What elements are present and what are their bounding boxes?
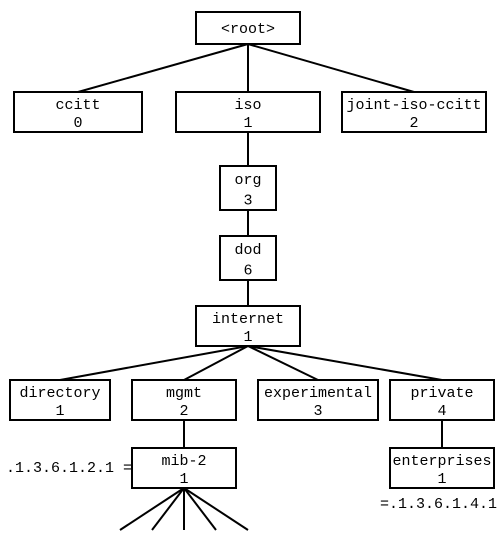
node-experimental-label: experimental — [264, 385, 372, 402]
node-mib2-label: mib-2 — [161, 453, 206, 470]
node-mgmt-label: mgmt — [166, 385, 202, 402]
edge-root-joint — [248, 44, 414, 92]
node-dod-num: 6 — [243, 262, 252, 279]
node-private-label: private — [410, 385, 473, 402]
fan-line-4 — [184, 488, 248, 530]
node-root-label: <root> — [221, 21, 275, 38]
node-internet-label: internet — [212, 311, 284, 328]
fan-line-3 — [184, 488, 216, 530]
node-mib2: mib-21 — [132, 448, 236, 488]
node-root: <root> — [196, 12, 300, 44]
node-joint: joint-iso-ccitt2 — [342, 92, 486, 132]
node-private: private4 — [390, 380, 494, 420]
node-mib2-num: 1 — [179, 471, 188, 488]
node-directory-num: 1 — [55, 403, 64, 420]
node-mgmt-num: 2 — [179, 403, 188, 420]
node-ccitt-label: ccitt — [55, 97, 100, 114]
fan-line-0 — [120, 488, 184, 530]
node-joint-label: joint-iso-ccitt — [346, 97, 481, 114]
edge-internet-private — [248, 346, 442, 380]
node-org: org 3 — [220, 166, 276, 210]
oid-label-mib2: .1.3.6.1.2.1 = — [6, 460, 132, 477]
oid-tree-diagram: <root>ccitt0iso1joint-iso-ccitt2org3dod6… — [0, 0, 500, 538]
node-experimental-num: 3 — [313, 403, 322, 420]
edge-internet-directory — [60, 346, 248, 380]
fan-line-1 — [152, 488, 184, 530]
node-org-label: org — [234, 172, 261, 189]
node-dod: dod 6 — [220, 236, 276, 280]
node-ccitt-num: 0 — [73, 115, 82, 132]
node-internet: internet1 — [196, 306, 300, 346]
edge-internet-experimental — [248, 346, 318, 380]
node-enterprises-label: enterprises — [392, 453, 491, 470]
nodes: <root>ccitt0iso1joint-iso-ccitt2org3dod6… — [10, 12, 494, 488]
node-private-num: 4 — [437, 403, 446, 420]
node-experimental: experimental3 — [258, 380, 378, 420]
node-directory: directory1 — [10, 380, 110, 420]
node-enterprises-num: 1 — [437, 471, 446, 488]
node-org-num: 3 — [243, 192, 252, 209]
oid-label-enterprises: =.1.3.6.1.4.1 — [380, 496, 497, 513]
node-internet-num: 1 — [243, 329, 252, 346]
node-ccitt: ccitt0 — [14, 92, 142, 132]
edge-root-ccitt — [78, 44, 248, 92]
node-directory-label: directory — [19, 385, 100, 402]
node-iso-label: iso — [234, 97, 261, 114]
node-dod-label: dod — [234, 242, 261, 259]
node-mgmt: mgmt2 — [132, 380, 236, 420]
node-iso: iso1 — [176, 92, 320, 132]
node-joint-num: 2 — [409, 115, 418, 132]
node-enterprises: enterprises1 — [390, 448, 494, 488]
node-iso-num: 1 — [243, 115, 252, 132]
